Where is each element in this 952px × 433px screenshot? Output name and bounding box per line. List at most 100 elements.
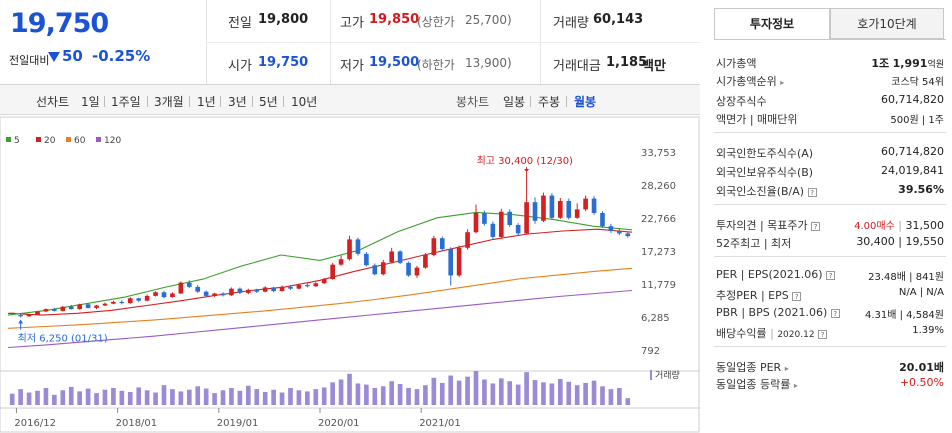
candle-daily[interactable]: 일봉 xyxy=(503,95,526,109)
candle-body xyxy=(583,198,588,210)
current-price: 19,750 xyxy=(10,8,109,39)
dividend-label: 배당수익률 | 2020.12 ? xyxy=(716,325,828,341)
x-tick-label: 2020/01 xyxy=(318,418,360,429)
high-label: 고가 xyxy=(340,16,364,31)
volume-bar xyxy=(288,388,293,405)
help-icon[interactable]: ? xyxy=(811,221,821,231)
candle-body xyxy=(26,314,32,317)
volume-bar xyxy=(127,391,133,405)
volume-bar xyxy=(279,392,285,405)
y-tick-label: 33,753 xyxy=(641,148,676,159)
candle-body xyxy=(515,225,521,234)
volume-bar xyxy=(178,391,184,405)
industry-rate-label[interactable]: 동일업종 등락률 ▸ xyxy=(716,378,798,391)
stock-chart[interactable]: 거래량 5 20 60 120 33,753 28,260 22,766 17,273 11,… xyxy=(0,116,700,433)
candle-body xyxy=(127,298,133,304)
candle-body xyxy=(77,304,82,310)
candle-body xyxy=(355,239,361,254)
legend-swatch xyxy=(66,137,71,142)
volume-bar xyxy=(389,381,394,405)
market-cap-rank: 코스닥 54위 xyxy=(891,77,944,88)
volume-bar xyxy=(431,377,437,405)
candle-weekly[interactable]: 주봉 xyxy=(538,95,561,109)
candle-body xyxy=(229,288,234,296)
period-3m[interactable]: 3개월 xyxy=(154,95,184,109)
week52-value: 30,400 | 19,550 xyxy=(856,235,944,248)
prev-close-value: 19,800 xyxy=(258,12,309,27)
help-icon[interactable]: ? xyxy=(807,187,817,197)
market-cap-rank-label[interactable]: 시가총액순위 ▸ xyxy=(716,75,785,88)
volume-bar xyxy=(524,372,529,405)
ma-120-line xyxy=(7,289,633,349)
y-tick-label: 28,260 xyxy=(641,181,676,192)
foreign-limit-value: 60,714,820 xyxy=(881,145,944,158)
help-icon[interactable]: ? xyxy=(830,308,840,318)
help-icon[interactable]: ? xyxy=(818,329,828,339)
foreign-ratio-label: 외국인소진율(B/A) ? xyxy=(716,183,817,199)
volume-value: 60,143 xyxy=(593,12,644,27)
volume-bar xyxy=(482,379,487,405)
candle-body xyxy=(625,233,631,237)
amount-unit: 백만 xyxy=(642,59,666,74)
high-value: 19,850 xyxy=(369,12,420,27)
period-1y[interactable]: 1년 xyxy=(197,95,216,109)
prev-close-label: 전일 xyxy=(228,16,252,31)
volume-bar xyxy=(465,376,470,405)
upper-limit-value: 25,700) xyxy=(465,13,512,27)
volume-bar xyxy=(254,389,260,405)
quote-header: 19,750 전일대비 50 -0.25% 전일 19,800 고가 19,85… xyxy=(0,0,700,85)
candle-body xyxy=(161,292,167,298)
tab-orderbook[interactable]: 호가10단계 xyxy=(830,8,944,39)
period-1w[interactable]: 1주일 xyxy=(111,95,141,109)
help-icon[interactable]: ? xyxy=(826,270,836,280)
change-value: 50 xyxy=(62,47,83,65)
volume-bar xyxy=(380,386,386,405)
candle-body xyxy=(431,238,437,256)
period-5y[interactable]: 5년 xyxy=(259,95,278,109)
candle-body xyxy=(94,305,99,308)
period-3y[interactable]: 3년 xyxy=(228,95,247,109)
candle-body xyxy=(111,301,116,304)
volume-bar xyxy=(330,382,335,405)
par-label: 액면가 | 매매단위 xyxy=(716,113,798,126)
period-10y[interactable]: 10년 xyxy=(291,95,318,109)
amount-label: 거래대금 xyxy=(553,59,601,74)
tab-invest-info[interactable]: 투자정보 xyxy=(714,8,830,39)
volume-bar xyxy=(153,392,158,405)
volume-bar xyxy=(364,384,369,405)
candle-body xyxy=(212,293,217,296)
candle-body xyxy=(153,292,158,296)
volume-label: 거래량 xyxy=(655,369,680,381)
volume-bar xyxy=(262,391,268,405)
candle-body xyxy=(9,312,15,314)
volume-bar xyxy=(541,382,546,405)
volume-label: 거래량 xyxy=(553,16,589,31)
industry-per-label[interactable]: 동일업종 PER ▸ xyxy=(716,361,789,374)
volume-bar xyxy=(372,388,378,405)
candle-body xyxy=(473,212,479,233)
period-1d[interactable]: 1일 xyxy=(81,95,100,109)
candle-body xyxy=(507,211,513,226)
candle-body xyxy=(617,231,622,234)
line-chart-label: 선차트 xyxy=(36,95,70,109)
low-label: 저가 xyxy=(340,59,364,74)
candle-body xyxy=(186,282,192,287)
candle-body xyxy=(254,289,260,292)
candle-body xyxy=(566,200,572,218)
help-icon[interactable]: ? xyxy=(792,291,802,301)
volume-bar xyxy=(397,384,403,405)
legend-swatch xyxy=(96,137,101,142)
low-value: 19,500 xyxy=(369,55,420,70)
candle-monthly[interactable]: 월봉 xyxy=(574,95,597,109)
open-value: 19,750 xyxy=(258,55,309,70)
candle-body xyxy=(220,293,226,296)
market-cap-value: 1조 1,991억원 xyxy=(871,57,944,70)
volume-bar xyxy=(558,378,563,405)
volume-bar xyxy=(77,391,82,405)
week52-label: 52주최고 | 최저 xyxy=(716,237,792,250)
x-tick-label: 2019/01 xyxy=(217,418,259,429)
lower-limit-label: (하한가 xyxy=(417,58,455,72)
amount-value: 1,185 xyxy=(606,55,648,70)
candle-body xyxy=(52,309,57,311)
candle-body xyxy=(43,309,49,312)
